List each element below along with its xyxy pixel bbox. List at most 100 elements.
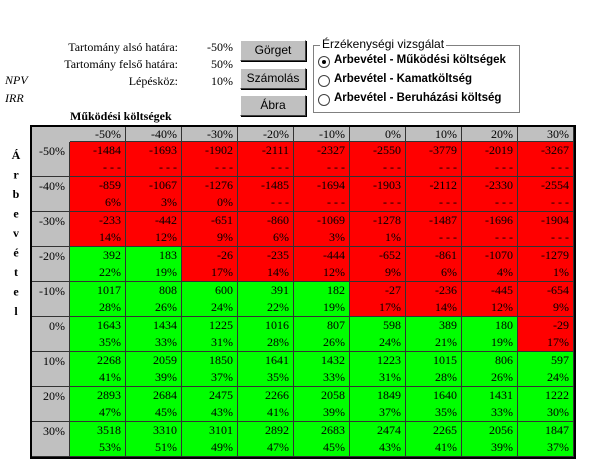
irr-value: 17%	[379, 300, 401, 314]
table-cell: 807 26%	[294, 317, 350, 352]
npv-value: 1015	[433, 353, 457, 367]
table-cell: 1643 35%	[70, 317, 126, 352]
npv-value: -3267	[541, 143, 569, 157]
column-header: -30%	[182, 127, 238, 142]
npv-value: -1070	[485, 248, 513, 262]
table-cell: 1431 33%	[462, 387, 518, 422]
table-cell: 1223 31%	[350, 352, 406, 387]
irr-value: - - -	[383, 195, 401, 209]
table-cell: 180 19%	[462, 317, 518, 352]
table-cell: 1015 28%	[406, 352, 462, 387]
irr-value: 14%	[435, 300, 457, 314]
irr-value: 31%	[211, 335, 233, 349]
npv-value: 2056	[489, 423, 513, 437]
output-label: NPV	[5, 73, 28, 87]
table-cell: -29 17%	[518, 317, 574, 352]
input-label: Tartomány felső határa:	[64, 57, 178, 71]
table-cell: -445 12%	[462, 282, 518, 317]
table-cell: -1902 - - -	[182, 142, 238, 177]
irr-value: 39%	[323, 405, 345, 419]
npv-value: 597	[551, 353, 569, 367]
npv-value: 1431	[489, 388, 513, 402]
button[interactable]: Számolás	[240, 68, 306, 89]
table-cell: -444 12%	[294, 247, 350, 282]
input-value: 50%	[211, 57, 233, 71]
irr-value: 17%	[211, 265, 233, 279]
table-cell: -2327 - - -	[294, 142, 350, 177]
npv-value: 2893	[97, 388, 121, 402]
irr-value: 30%	[547, 405, 569, 419]
irr-value: - - -	[271, 160, 289, 174]
npv-value: 1223	[377, 353, 401, 367]
irr-value: 3%	[329, 230, 345, 244]
table-cell: 597 24%	[518, 352, 574, 387]
irr-value: 14%	[99, 230, 121, 244]
npv-value: 2474	[377, 423, 401, 437]
npv-value: -2019	[485, 143, 513, 157]
irr-value: 26%	[155, 300, 177, 314]
table-cell: 182 19%	[294, 282, 350, 317]
npv-value: 2059	[153, 353, 177, 367]
npv-value: -236	[435, 283, 457, 297]
table-cell: 3101 49%	[182, 422, 238, 457]
table-cell: -1067 3%	[126, 177, 182, 212]
irr-value: - - -	[439, 160, 457, 174]
npv-value: 3101	[209, 423, 233, 437]
irr-value: 39%	[491, 440, 513, 454]
radio-label[interactable]: Árbevétel - Működési költségek	[334, 54, 506, 66]
irr-value: - - -	[327, 160, 345, 174]
irr-value: 47%	[99, 405, 121, 419]
radio-button[interactable]	[318, 56, 330, 68]
table-cell: 600 24%	[182, 282, 238, 317]
npv-value: 1641	[265, 353, 289, 367]
table-cell: -233 14%	[70, 212, 126, 247]
npv-value: -1484	[93, 143, 121, 157]
table-cell: -2112 - - -	[406, 177, 462, 212]
radio-button[interactable]	[318, 94, 330, 106]
irr-value: 37%	[547, 440, 569, 454]
radio-label[interactable]: Árbevétel - Kamatköltség	[334, 73, 473, 85]
npv-value: -2111	[261, 143, 289, 157]
npv-value: -3779	[429, 143, 457, 157]
npv-value: -233	[99, 213, 121, 227]
irr-value: 37%	[379, 405, 401, 419]
button[interactable]: Ábra	[240, 95, 306, 116]
npv-value: -26	[217, 248, 233, 262]
irr-value: 53%	[99, 440, 121, 454]
irr-value: 51%	[155, 440, 177, 454]
npv-value: -444	[323, 248, 345, 262]
row-header: 20%	[32, 387, 70, 422]
table-cell: 3310 51%	[126, 422, 182, 457]
npv-value: -2112	[429, 178, 457, 192]
radio-label[interactable]: Árbevétel - Beruházási költség	[334, 92, 502, 104]
npv-value: 3518	[97, 423, 121, 437]
table-cell: -861 6%	[406, 247, 462, 282]
table-cell: -1487 - - -	[406, 212, 462, 247]
npv-value: -29	[553, 318, 569, 332]
npv-value: 2266	[265, 388, 289, 402]
column-header: 10%	[406, 127, 462, 142]
table-cell: 2056 39%	[462, 422, 518, 457]
irr-value: 28%	[267, 335, 289, 349]
table-cell: -1693 - - -	[126, 142, 182, 177]
table-cell: 2265 41%	[406, 422, 462, 457]
npv-value: -1694	[317, 178, 345, 192]
radio-button[interactable]	[318, 75, 330, 87]
irr-value: 6%	[105, 195, 121, 209]
table-cell: -1070 4%	[462, 247, 518, 282]
table-cell: 1222 30%	[518, 387, 574, 422]
table-cell: 2683 45%	[294, 422, 350, 457]
npv-value: 807	[327, 318, 345, 332]
irr-value: 43%	[211, 405, 233, 419]
column-header: -40%	[126, 127, 182, 142]
irr-value: 9%	[217, 230, 233, 244]
irr-value: - - -	[439, 230, 457, 244]
input-value: 10%	[211, 74, 233, 88]
irr-value: 33%	[491, 405, 513, 419]
table-cell: 1432 33%	[294, 352, 350, 387]
button[interactable]: Görget	[240, 40, 306, 61]
irr-value: 21%	[435, 335, 457, 349]
npv-value: 2265	[433, 423, 457, 437]
npv-value: -1904	[541, 213, 569, 227]
